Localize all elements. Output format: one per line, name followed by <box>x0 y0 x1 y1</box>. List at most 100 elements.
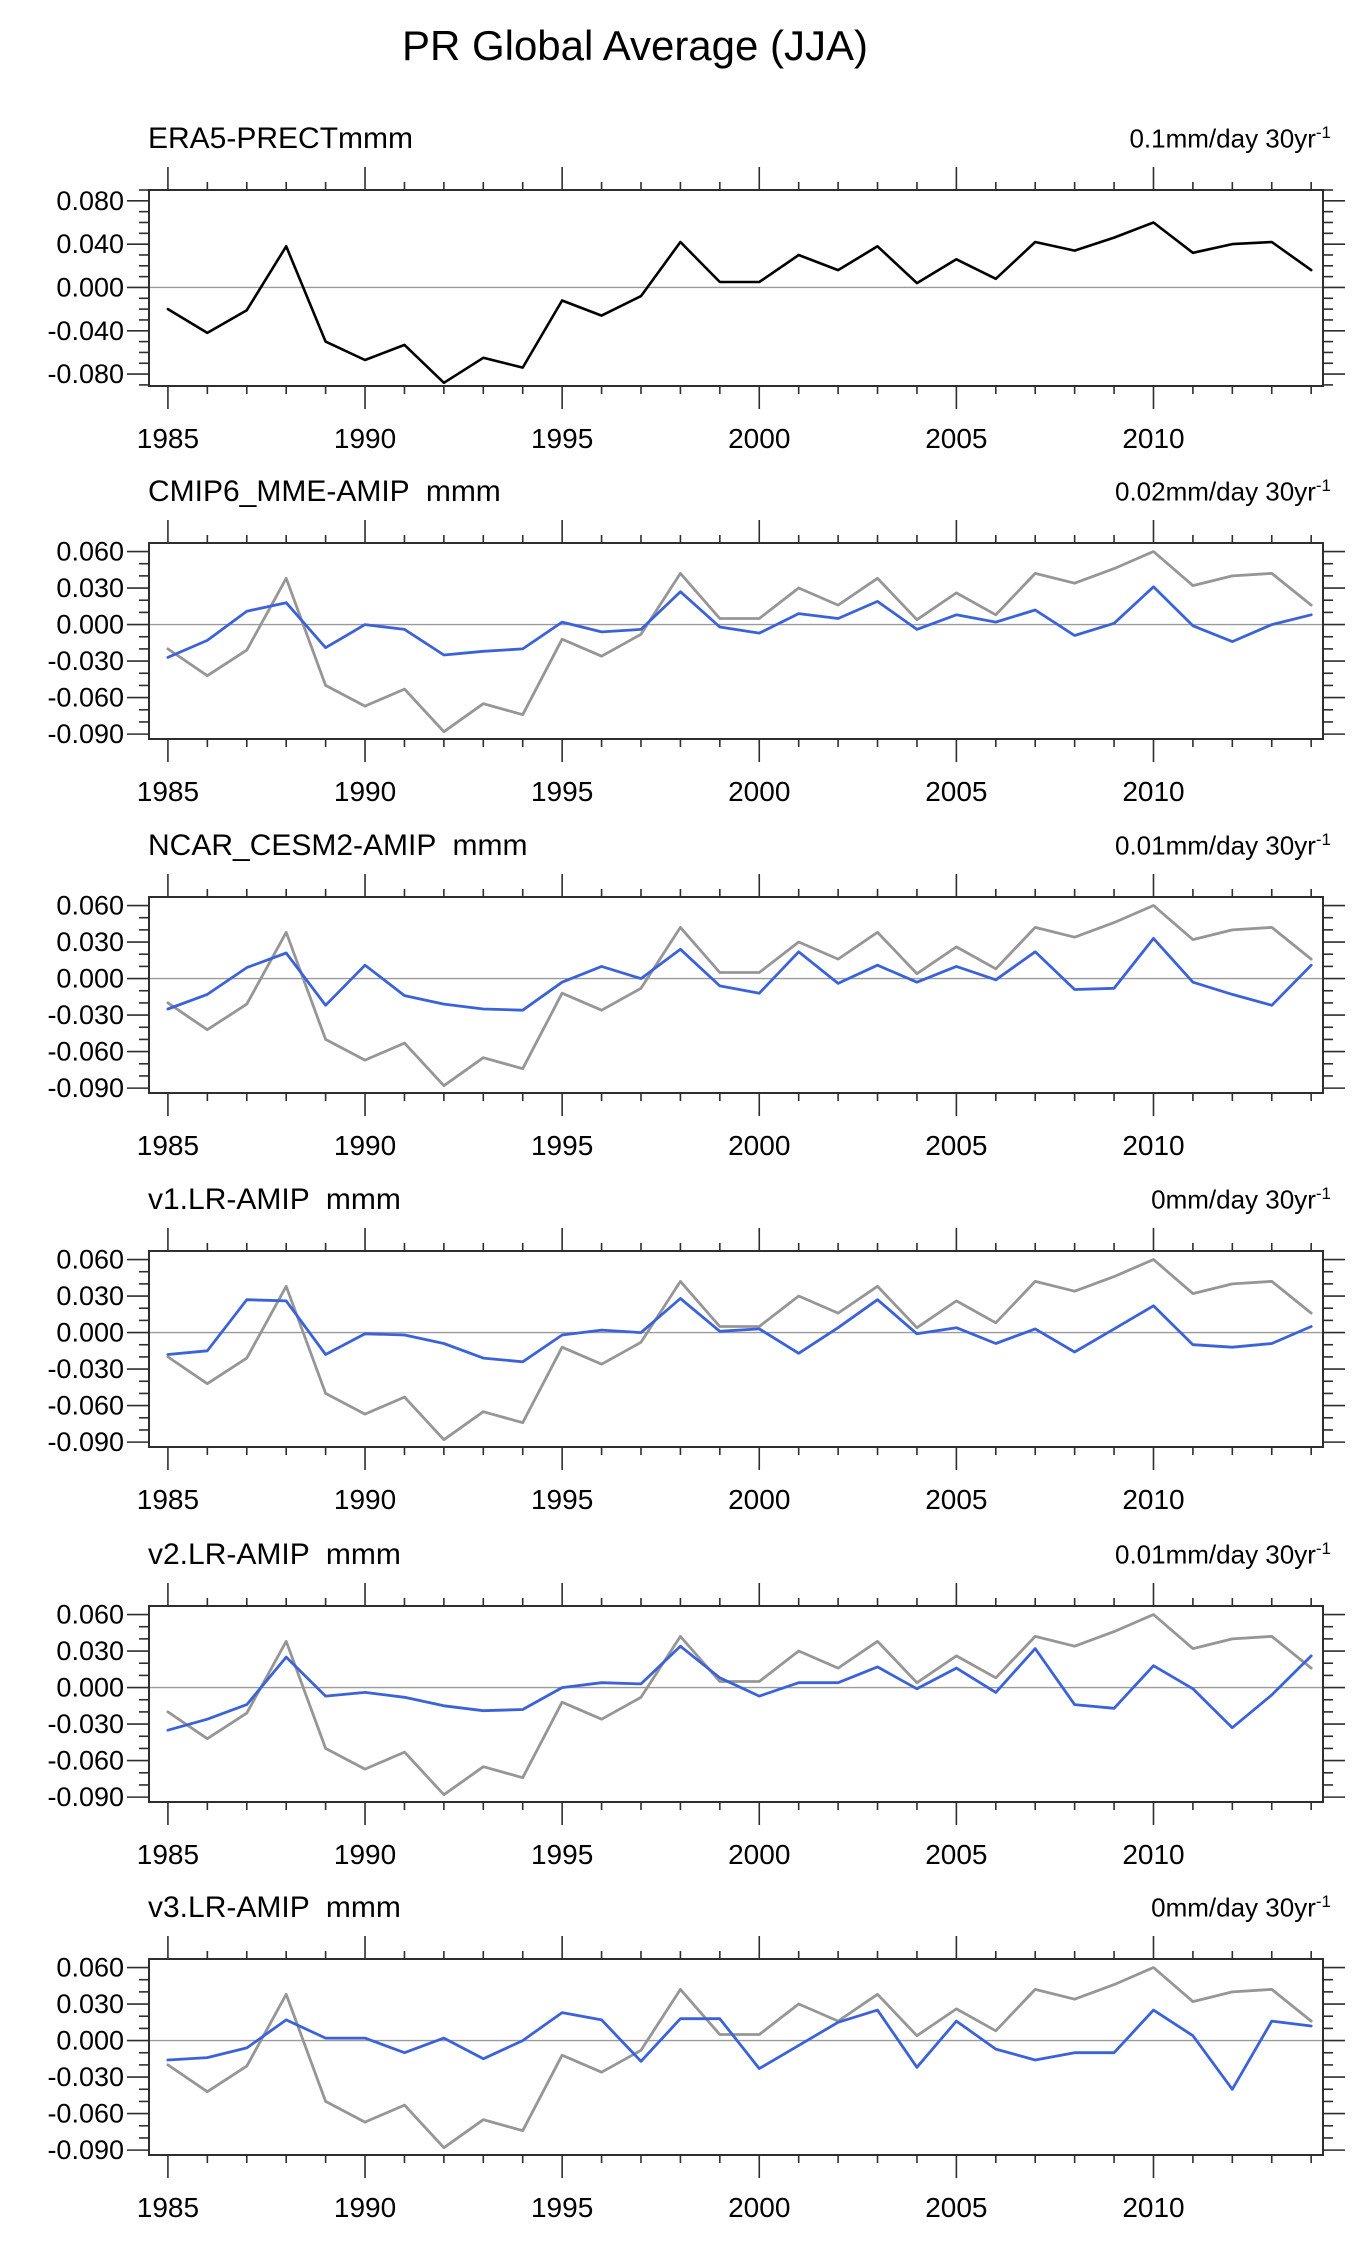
x-tick-label: 1995 <box>531 1484 593 1515</box>
panel-5-trend-label: 0.01mm/day 30yr-1 <box>1115 1539 1331 1570</box>
y-tick-label: 0.040 <box>56 229 124 259</box>
y-tick-label: -0.060 <box>47 1037 124 1067</box>
y-tick-label: 0.030 <box>56 1989 124 2019</box>
y-tick-label: 0.060 <box>56 1953 124 1983</box>
panel-3-trend-label: 0.01mm/day 30yr-1 <box>1115 830 1331 861</box>
series-line-era5-prect <box>166 1966 1313 2150</box>
trend-exponent: -1 <box>1315 476 1331 496</box>
x-tick-label: 1990 <box>334 776 396 807</box>
y-tick-label: 0.030 <box>56 1636 124 1666</box>
panel-1-plot: 0.080 0.040 0.000 -0.040 -0.080 1985 1990 1995 2… <box>47 167 1345 454</box>
figure-title: PR Global Average (JJA) <box>401 22 869 69</box>
series-line-ncar-cesm2-amip <box>166 937 1313 1012</box>
x-tick-label: 2000 <box>728 1839 790 1870</box>
trend-exponent: -1 <box>1315 1184 1331 1204</box>
y-tick-label: -0.090 <box>47 1427 124 1457</box>
x-tick-label: 2000 <box>728 2192 790 2223</box>
x-tick-label: 1995 <box>531 2192 593 2223</box>
y-tick-label: -0.040 <box>47 316 124 346</box>
y-tick-label: -0.030 <box>47 1000 124 1030</box>
x-tick-label: 2000 <box>728 1484 790 1515</box>
trend-exponent: -1 <box>1315 830 1331 850</box>
x-tick-label: 2010 <box>1122 423 1184 454</box>
y-tick-label: -0.060 <box>47 1391 124 1421</box>
x-tick-label: 1995 <box>531 776 593 807</box>
trend-exponent: -1 <box>1315 1892 1331 1912</box>
series-line-era5-prect <box>166 1613 1313 1797</box>
y-tick-label: -0.060 <box>47 683 124 713</box>
y-tick-label: -0.030 <box>47 1354 124 1384</box>
plot-box <box>148 1605 1324 1803</box>
y-tick-label: -0.030 <box>47 1709 124 1739</box>
y-tick-label: 0.000 <box>56 272 124 302</box>
x-tick-label: 2005 <box>925 1484 987 1515</box>
trend-exponent: -1 <box>1315 123 1331 143</box>
axis-ticks <box>127 167 1345 409</box>
plot-box <box>148 1250 1324 1448</box>
plot-box <box>148 1958 1324 2156</box>
x-tick-label: 1990 <box>334 1130 396 1161</box>
y-tick-label: -0.090 <box>47 2135 124 2165</box>
x-tick-label: 1995 <box>531 423 593 454</box>
panel-3-plot: 0.060 0.030 0.000 -0.030 -0.060 -0.090 1985 199… <box>47 874 1345 1161</box>
y-tick-label: -0.060 <box>47 2099 124 2129</box>
panel-4-trend-label: 0mm/day 30yr-1 <box>1151 1184 1331 1215</box>
x-tick-label: 2010 <box>1122 1130 1184 1161</box>
y-tick-label: 0.030 <box>56 573 124 603</box>
x-tick-label: 1990 <box>334 1484 396 1515</box>
y-tick-label: 0.030 <box>56 1281 124 1311</box>
y-tick-label: 0.000 <box>56 2026 124 2056</box>
x-tick-label: 1990 <box>334 2192 396 2223</box>
series-line-v1-lr-amip <box>166 1297 1313 1364</box>
panel-5-title: v2.LR-AMIP mmm <box>148 1538 401 1571</box>
x-tick-label: 1985 <box>137 1130 199 1161</box>
series-line-v3-lr-amip <box>166 2008 1313 2091</box>
x-tick-label: 2005 <box>925 776 987 807</box>
series-line-era5-prect <box>166 904 1313 1088</box>
x-tick-label: 1990 <box>334 423 396 454</box>
panel-4-header: v1.LR-AMIP mmm 0mm/day 30yr-1 <box>148 1183 1331 1217</box>
y-tick-label: 0.060 <box>56 1600 124 1630</box>
x-tick-label: 2000 <box>728 1130 790 1161</box>
plot-box <box>148 896 1324 1094</box>
x-tick-label: 2010 <box>1122 1484 1184 1515</box>
x-tick-label: 1985 <box>137 776 199 807</box>
series-line-era5-prect <box>166 221 1313 385</box>
series-line-era5-prect <box>166 550 1313 734</box>
x-tick-label: 2000 <box>728 776 790 807</box>
x-tick-label: 1985 <box>137 423 199 454</box>
x-tick-label: 1990 <box>334 1839 396 1870</box>
plot-box <box>148 542 1324 740</box>
x-tick-label: 1985 <box>137 2192 199 2223</box>
panel-1-header: ERA5-PRECTmmm 0.1mm/day 30yr-1 <box>148 122 1331 156</box>
axis-ticks <box>127 1583 1345 1825</box>
series-line-era5-prect <box>166 1258 1313 1442</box>
panel-5-header: v2.LR-AMIP mmm 0.01mm/day 30yr-1 <box>148 1538 1331 1572</box>
y-tick-label: -0.060 <box>47 1746 124 1776</box>
y-tick-label: -0.030 <box>47 2062 124 2092</box>
trend-exponent: -1 <box>1315 1539 1331 1559</box>
axis-ticks <box>127 1936 1345 2178</box>
panel-6-trend-label: 0mm/day 30yr-1 <box>1151 1892 1331 1923</box>
y-tick-label: -0.090 <box>47 719 124 749</box>
panel-3-header: NCAR_CESM2-AMIP mmm 0.01mm/day 30yr-1 <box>148 829 1331 863</box>
y-tick-label: 0.060 <box>56 1245 124 1275</box>
panel-3-title: NCAR_CESM2-AMIP mmm <box>148 829 528 862</box>
series-line-v2-lr-amip <box>166 1644 1313 1732</box>
panel-2-header: CMIP6_MME-AMIP mmm 0.02mm/day 30yr-1 <box>148 475 1331 509</box>
panel-1-title: ERA5-PRECTmmm <box>148 122 414 155</box>
y-tick-label: -0.030 <box>47 646 124 676</box>
panel-2-plot: 0.060 0.030 0.000 -0.030 -0.060 -0.090 1985 199… <box>47 520 1345 807</box>
y-tick-label: 0.030 <box>56 927 124 957</box>
panel-4-title: v1.LR-AMIP mmm <box>148 1183 401 1216</box>
panel-6-header: v3.LR-AMIP mmm 0mm/day 30yr-1 <box>148 1891 1331 1925</box>
panel-2-trend-label: 0.02mm/day 30yr-1 <box>1115 476 1331 507</box>
panel-6-plot: 0.060 0.030 0.000 -0.030 -0.060 -0.090 1985 199… <box>47 1936 1345 2223</box>
x-tick-label: 1995 <box>531 1839 593 1870</box>
y-tick-label: -0.090 <box>47 1073 124 1103</box>
x-tick-label: 1995 <box>531 1130 593 1161</box>
y-tick-label: 0.000 <box>56 964 124 994</box>
y-tick-label: 0.000 <box>56 1318 124 1348</box>
x-tick-label: 2000 <box>728 423 790 454</box>
